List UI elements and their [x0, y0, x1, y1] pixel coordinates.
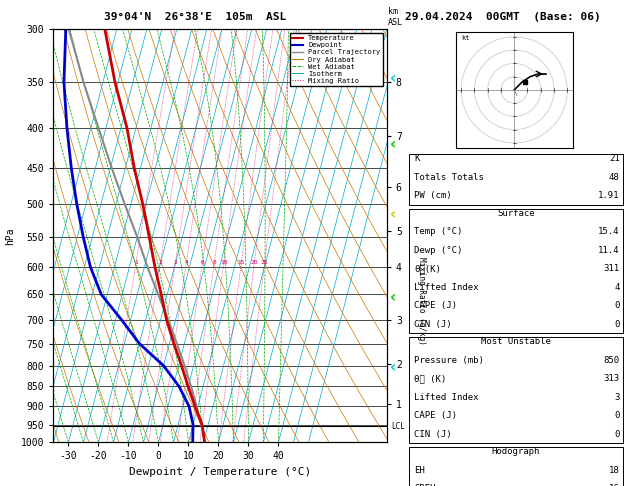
Text: 29.04.2024  00GMT  (Base: 06): 29.04.2024 00GMT (Base: 06): [405, 12, 601, 22]
Text: θᴇ(K): θᴇ(K): [414, 264, 441, 273]
Text: 313: 313: [603, 374, 620, 383]
Text: SREH: SREH: [414, 485, 435, 486]
Text: 850: 850: [603, 356, 620, 365]
Text: Surface: Surface: [497, 209, 535, 218]
Text: 3: 3: [614, 393, 620, 402]
Text: 10: 10: [220, 260, 228, 265]
Text: 0: 0: [614, 320, 620, 329]
X-axis label: Dewpoint / Temperature (°C): Dewpoint / Temperature (°C): [129, 467, 311, 477]
Text: 25: 25: [261, 260, 269, 265]
Text: 311: 311: [603, 264, 620, 273]
Text: 3: 3: [174, 260, 177, 265]
Text: Dewp (°C): Dewp (°C): [414, 246, 462, 255]
Text: kt: kt: [461, 35, 470, 40]
Text: ‹: ‹: [390, 208, 396, 223]
Text: Totals Totals: Totals Totals: [414, 173, 484, 182]
Text: km
ASL: km ASL: [388, 7, 403, 27]
Text: 21: 21: [609, 154, 620, 163]
Text: CIN (J): CIN (J): [414, 430, 452, 439]
Text: 11.4: 11.4: [598, 246, 620, 255]
Text: LCL: LCL: [391, 422, 405, 431]
Text: 0: 0: [614, 301, 620, 310]
Text: Hodograph: Hodograph: [492, 448, 540, 456]
Text: 0: 0: [614, 411, 620, 420]
Text: ‹: ‹: [390, 290, 396, 305]
Text: 0: 0: [614, 430, 620, 439]
Text: ‹: ‹: [390, 71, 396, 86]
Text: 20: 20: [250, 260, 258, 265]
Text: ‹: ‹: [390, 138, 396, 152]
Text: Most Unstable: Most Unstable: [481, 337, 551, 347]
Text: Temp (°C): Temp (°C): [414, 227, 462, 236]
Text: 8: 8: [213, 260, 216, 265]
Text: 6: 6: [201, 260, 204, 265]
Text: 16: 16: [609, 485, 620, 486]
Text: 1.91: 1.91: [598, 191, 620, 200]
Text: K: K: [414, 154, 420, 163]
Text: Lifted Index: Lifted Index: [414, 393, 479, 402]
Y-axis label: hPa: hPa: [6, 227, 15, 244]
Text: 4: 4: [184, 260, 188, 265]
Text: 18: 18: [609, 466, 620, 475]
Text: EH: EH: [414, 466, 425, 475]
Legend: Temperature, Dewpoint, Parcel Trajectory, Dry Adiabat, Wet Adiabat, Isotherm, Mi: Temperature, Dewpoint, Parcel Trajectory…: [289, 33, 383, 87]
Text: PW (cm): PW (cm): [414, 191, 452, 200]
Text: ‹: ‹: [390, 361, 396, 375]
Text: CAPE (J): CAPE (J): [414, 411, 457, 420]
Text: 48: 48: [609, 173, 620, 182]
Text: 15.4: 15.4: [598, 227, 620, 236]
Text: Pressure (mb): Pressure (mb): [414, 356, 484, 365]
Text: 1: 1: [134, 260, 138, 265]
Text: 2: 2: [159, 260, 162, 265]
Text: CAPE (J): CAPE (J): [414, 301, 457, 310]
Text: Lifted Index: Lifted Index: [414, 283, 479, 292]
Text: CIN (J): CIN (J): [414, 320, 452, 329]
Text: Mixing Ratio (g/kg): Mixing Ratio (g/kg): [417, 258, 426, 345]
Text: θᴇ (K): θᴇ (K): [414, 374, 446, 383]
Text: 4: 4: [614, 283, 620, 292]
Text: 15: 15: [238, 260, 245, 265]
Text: 39°04'N  26°38'E  105m  ASL: 39°04'N 26°38'E 105m ASL: [104, 12, 286, 22]
